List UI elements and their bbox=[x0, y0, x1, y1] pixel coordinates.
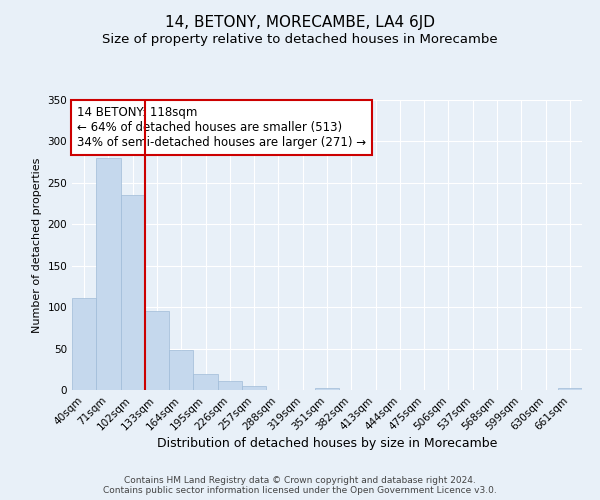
Text: Size of property relative to detached houses in Morecambe: Size of property relative to detached ho… bbox=[102, 32, 498, 46]
Text: 14 BETONY: 118sqm
← 64% of detached houses are smaller (513)
34% of semi-detache: 14 BETONY: 118sqm ← 64% of detached hous… bbox=[77, 106, 366, 149]
X-axis label: Distribution of detached houses by size in Morecambe: Distribution of detached houses by size … bbox=[157, 438, 497, 450]
Text: Contains HM Land Registry data © Crown copyright and database right 2024.
Contai: Contains HM Land Registry data © Crown c… bbox=[103, 476, 497, 495]
Bar bbox=[169, 350, 193, 390]
Bar bbox=[145, 312, 169, 390]
Bar bbox=[315, 388, 339, 390]
Bar bbox=[218, 381, 242, 390]
Y-axis label: Number of detached properties: Number of detached properties bbox=[32, 158, 42, 332]
Bar bbox=[193, 374, 218, 390]
Bar bbox=[121, 196, 145, 390]
Bar bbox=[96, 158, 121, 390]
Bar bbox=[558, 388, 582, 390]
Bar bbox=[242, 386, 266, 390]
Text: 14, BETONY, MORECAMBE, LA4 6JD: 14, BETONY, MORECAMBE, LA4 6JD bbox=[165, 15, 435, 30]
Bar bbox=[72, 298, 96, 390]
